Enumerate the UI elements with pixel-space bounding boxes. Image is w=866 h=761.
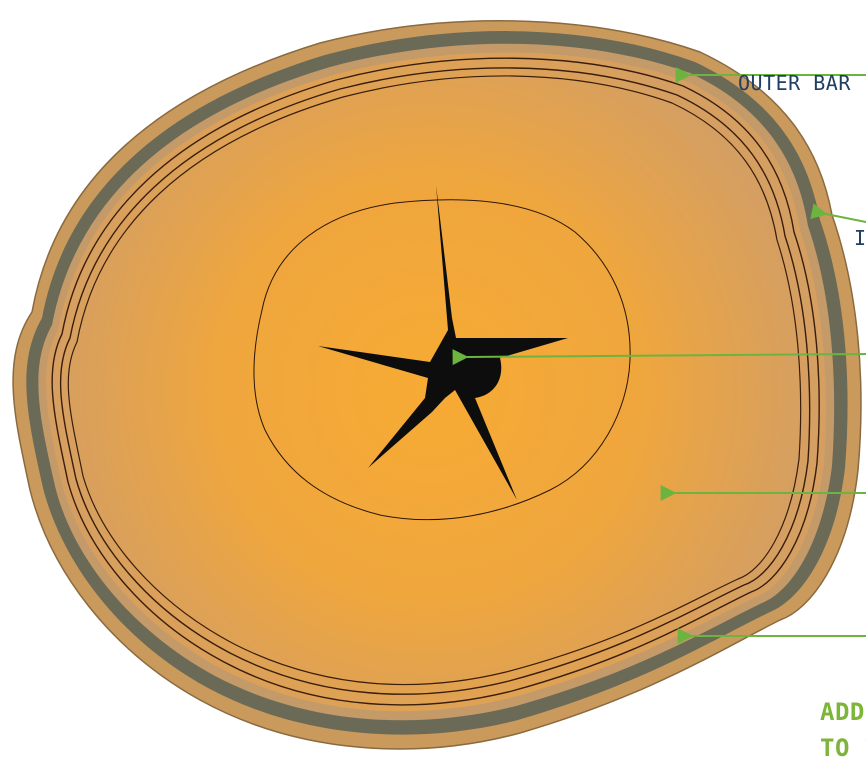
instruction-note: ADD TO T xyxy=(820,694,866,761)
arrow-pith xyxy=(452,349,866,366)
pointer-arrows xyxy=(452,67,866,644)
arrow-inner-bark xyxy=(810,203,866,223)
heartwood-boundary xyxy=(253,199,631,521)
ring-line-2 xyxy=(59,67,811,695)
outer-bark-label: OUTER BAR xyxy=(738,71,851,95)
instruction-note-line-1: ADD xyxy=(820,698,865,726)
pith xyxy=(318,185,568,500)
ring-line-1 xyxy=(51,57,820,706)
instruction-note-line-2: TO T xyxy=(820,734,866,761)
ring-line-3 xyxy=(67,75,802,686)
inner-bark-label: I xyxy=(854,226,866,250)
